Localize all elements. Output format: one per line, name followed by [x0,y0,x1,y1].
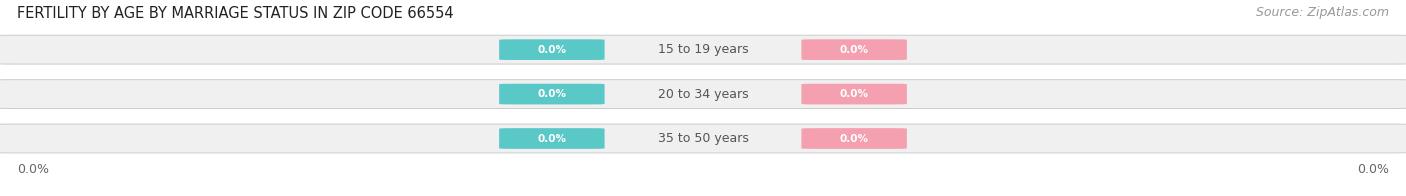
FancyBboxPatch shape [499,39,605,60]
FancyBboxPatch shape [801,128,907,149]
Text: 0.0%: 0.0% [537,89,567,99]
Text: Source: ZipAtlas.com: Source: ZipAtlas.com [1256,6,1389,19]
FancyBboxPatch shape [801,84,907,104]
Text: 0.0%: 0.0% [839,133,869,143]
Text: 0.0%: 0.0% [839,89,869,99]
FancyBboxPatch shape [499,128,605,149]
Text: 0.0%: 0.0% [17,163,49,176]
Text: 20 to 34 years: 20 to 34 years [658,88,748,101]
FancyBboxPatch shape [0,35,1406,64]
Text: 0.0%: 0.0% [839,45,869,55]
FancyBboxPatch shape [0,80,1406,109]
Text: FERTILITY BY AGE BY MARRIAGE STATUS IN ZIP CODE 66554: FERTILITY BY AGE BY MARRIAGE STATUS IN Z… [17,6,454,21]
Text: 0.0%: 0.0% [537,45,567,55]
FancyBboxPatch shape [801,39,907,60]
Text: 35 to 50 years: 35 to 50 years [658,132,748,145]
FancyBboxPatch shape [0,124,1406,153]
Text: 15 to 19 years: 15 to 19 years [658,43,748,56]
Text: 0.0%: 0.0% [1357,163,1389,176]
FancyBboxPatch shape [499,84,605,104]
Text: 0.0%: 0.0% [537,133,567,143]
